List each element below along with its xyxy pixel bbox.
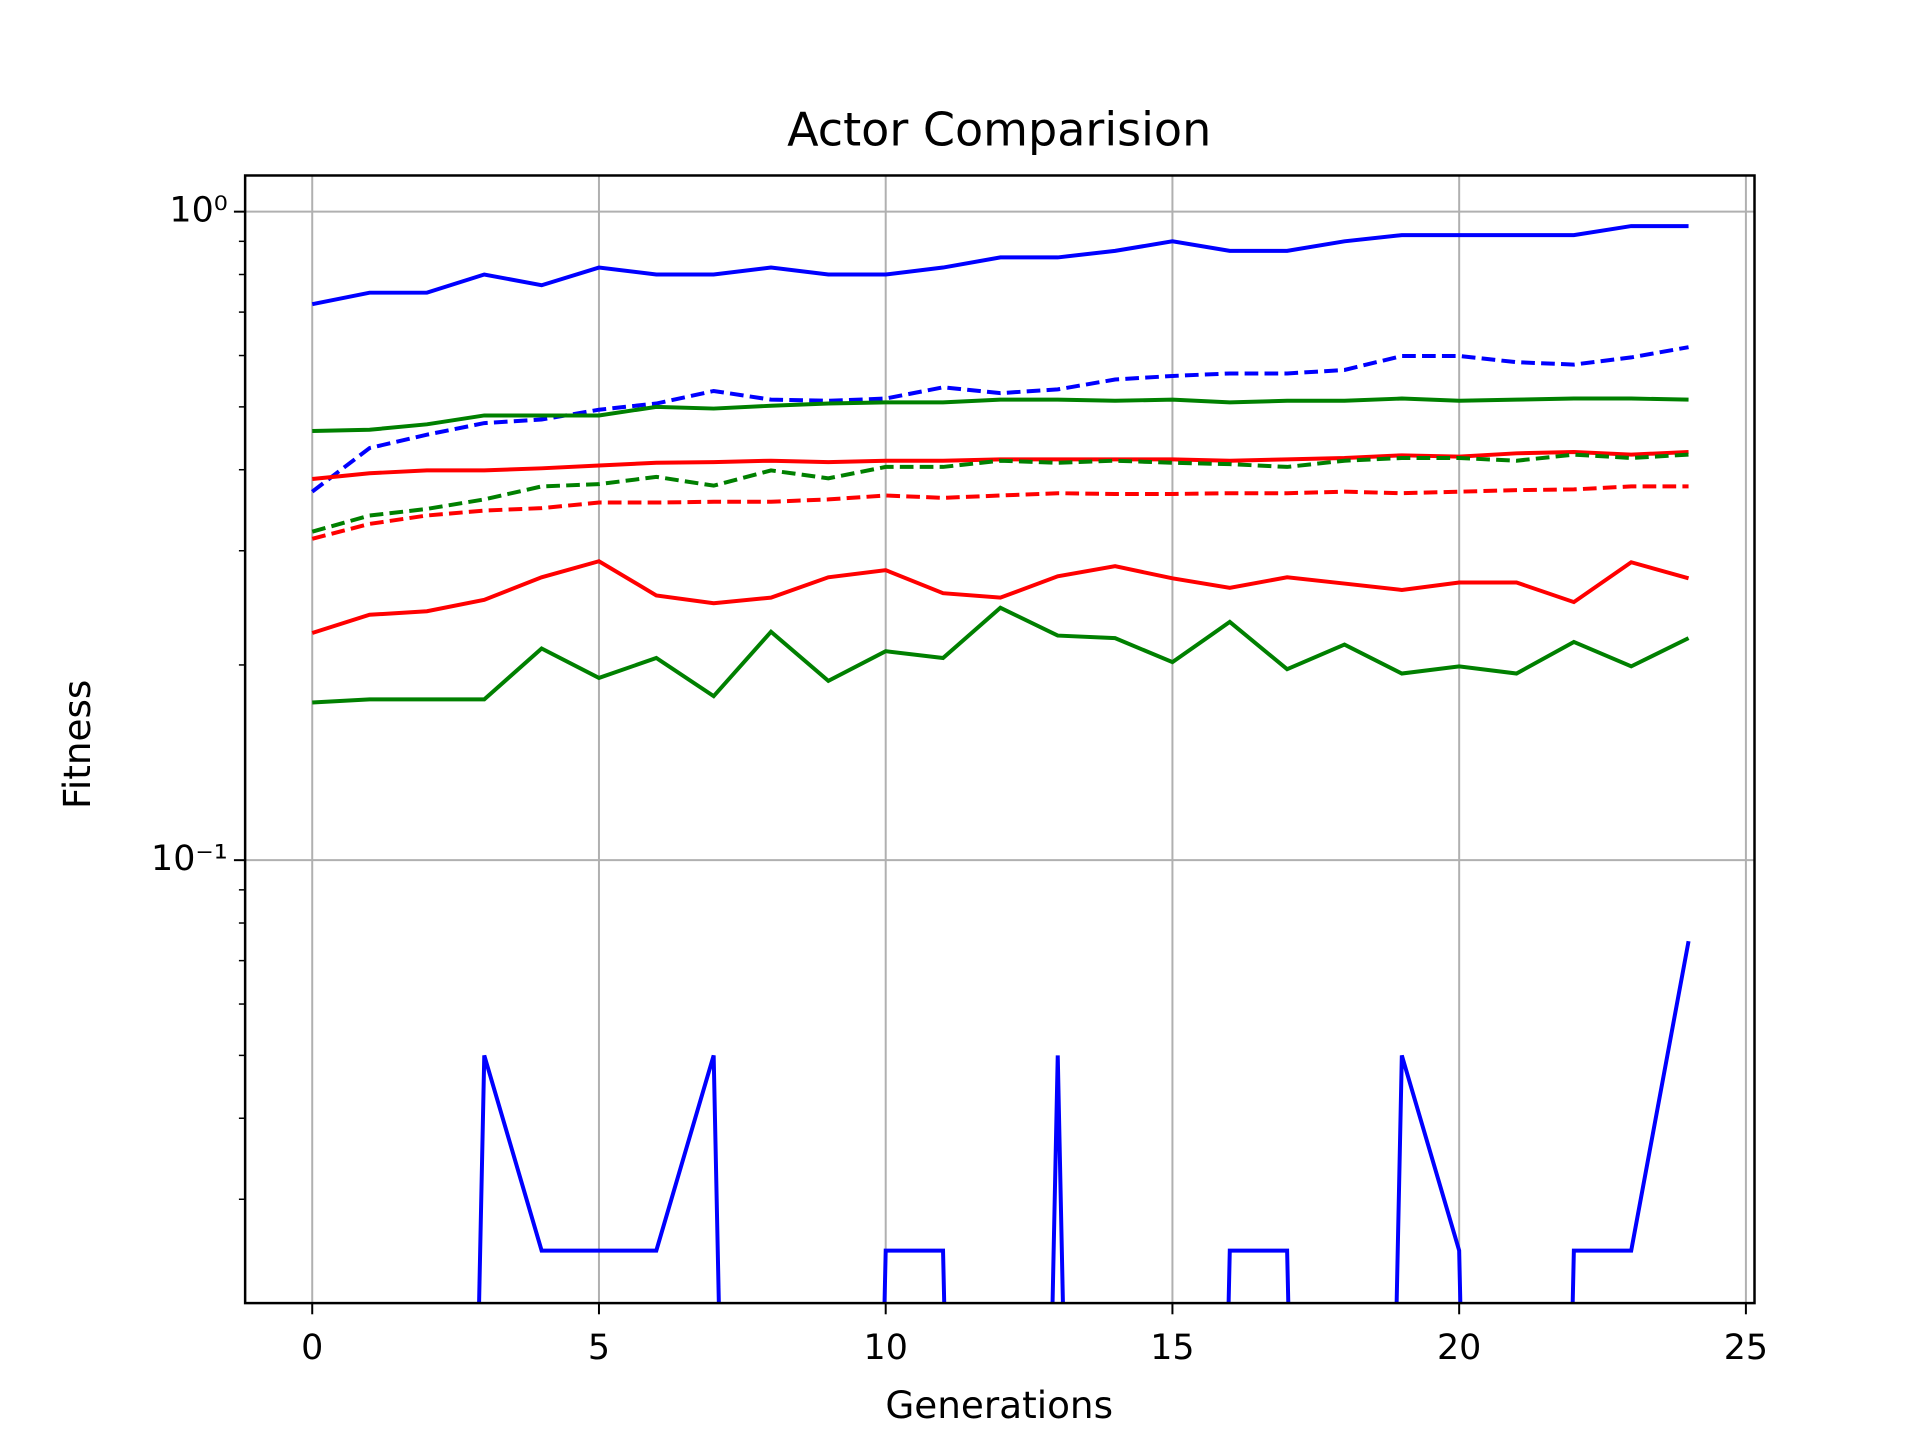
y-tick-label: 10⁻¹ (151, 839, 228, 879)
series-line (311, 452, 1689, 534)
series-line (311, 345, 1689, 494)
x-tick-label: 15 (1150, 1328, 1194, 1368)
grid (245, 175, 1755, 1304)
x-tick-label: 5 (588, 1328, 610, 1368)
axes-frame (243, 174, 1756, 1305)
series-line (311, 224, 1689, 307)
series-line (477, 940, 1691, 1304)
x-tick-label: 10 (864, 1328, 908, 1368)
x-tick-label: 20 (1437, 1328, 1481, 1368)
plot-area (311, 224, 1691, 1304)
series-line (311, 484, 1689, 541)
series-line (311, 559, 1690, 635)
y-tick-label: 10⁰ (169, 191, 227, 231)
ticks: 0 5 10 15 20 25 10⁰ 10⁻¹ (151, 191, 1768, 1368)
x-tick-label: 25 (1724, 1328, 1768, 1368)
chart-title: Actor Comparision (787, 103, 1211, 157)
series-line (312, 605, 1690, 705)
series-line (312, 396, 1689, 433)
x-axis-label: Generations (885, 1383, 1113, 1427)
y-axis-label: Fitness (55, 680, 99, 809)
series-line (312, 449, 1689, 482)
x-tick-label: 0 (301, 1328, 323, 1368)
